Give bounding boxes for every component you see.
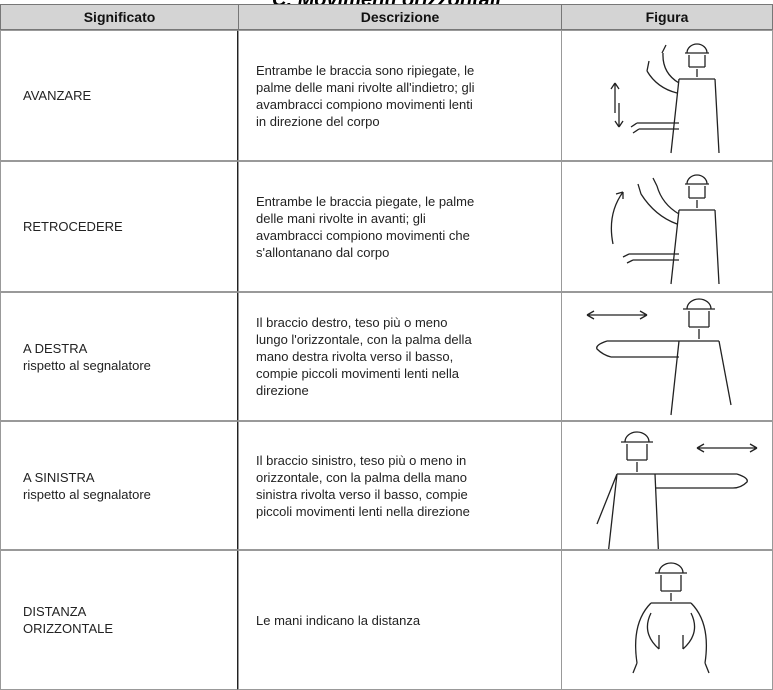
significato-line: RETROCEDERE (23, 219, 123, 234)
figure-drawing (610, 174, 720, 285)
significato-cell: A DESTRA rispetto al segnalatore (0, 292, 239, 421)
significato-text: DISTANZA ORIZZONTALE (23, 603, 113, 637)
descrizione-line: s'allontanano dal corpo (256, 244, 390, 260)
significato-cell: A SINISTRA rispetto al segnalatore (0, 421, 239, 550)
figure-drawing (632, 562, 710, 674)
figure-illustration (610, 174, 720, 285)
descrizione-cell: Il braccio sinistro, teso più o meno in o… (238, 421, 562, 550)
significato-cell: DISTANZA ORIZZONTALE (0, 550, 239, 690)
descrizione-line: avambracci compiono movimenti che (256, 227, 470, 243)
figure-drawing (596, 431, 758, 549)
descrizione-line: orizzontale, con la palma della mano (256, 469, 468, 485)
significato-line: ORIZZONTALE (23, 621, 114, 636)
figure-drawing (586, 298, 732, 416)
significato-cell: AVANZARE (0, 30, 239, 161)
significato-line: rispetto al segnalatore (23, 357, 151, 373)
significato-text: A SINISTRA rispetto al segnalatore (23, 469, 151, 503)
column-header: Significato (0, 4, 239, 30)
descrizione-line: mano destra rivolta verso il basso, (256, 349, 454, 364)
descrizione-cell: Entrambe le braccia piegate, le palme del… (238, 161, 562, 292)
descrizione-line: Le mani indicano la distanza (256, 612, 421, 628)
column-header: Descrizione (238, 4, 562, 30)
descrizione-cell: Entrambe le braccia sono ripiegate, le pa… (238, 30, 562, 161)
descrizione-line: lungo l'orizzontale, con la palma della (256, 332, 472, 347)
figure-drawing (610, 43, 720, 154)
figure-illustration (586, 298, 732, 416)
descrizione-line: Il braccio destro, teso più o meno (256, 315, 448, 330)
significato-cell: RETROCEDERE (0, 161, 239, 292)
descrizione-line: Entrambe le braccia sono ripiegate, le (256, 62, 475, 78)
significato-line: A DESTRA (23, 340, 88, 356)
descrizione-line: delle mani rivolte in avanti; gli (256, 210, 426, 226)
descrizione-text: Il braccio destro, teso più o meno lungo … (256, 314, 472, 399)
descrizione-cell: Il braccio destro, teso più o meno lungo … (238, 292, 562, 421)
descrizione-line: piccoli movimenti lenti nella direzione (256, 503, 470, 519)
descrizione-cell: Le mani indicano la distanza (238, 550, 562, 690)
significato-line: AVANZARE (23, 88, 92, 103)
significato-text: RETROCEDERE (23, 218, 123, 235)
descrizione-line: Entrambe le braccia piegate, le palme (256, 193, 475, 209)
column-header: Figura (561, 4, 773, 30)
figure-illustration (632, 562, 710, 674)
significato-line: DISTANZA (23, 604, 87, 619)
descrizione-text: Entrambe le braccia sono ripiegate, le pa… (256, 62, 475, 130)
descrizione-text: Entrambe le braccia piegate, le palme del… (256, 193, 474, 261)
descrizione-line: sinistra rivolta verso il basso, compie (256, 486, 468, 502)
figure-illustration (596, 431, 758, 549)
table: Significato Descrizione Figura AVANZARE Entr… (0, 4, 773, 690)
significato-text: A DESTRA rispetto al segnalatore (23, 340, 151, 374)
descrizione-line: Il braccio sinistro, teso più o meno in (256, 452, 467, 468)
descrizione-text: Le mani indicano la distanza (256, 612, 420, 629)
descrizione-line: direzione (256, 383, 309, 398)
significato-text: AVANZARE (23, 87, 91, 104)
descrizione-line: avambracci compiono movimenti lenti (256, 96, 473, 112)
significato-line: rispetto al segnalatore (23, 486, 151, 502)
descrizione-line: compie piccoli movimenti lenti nella (256, 366, 460, 381)
significato-line: A SINISTRA (23, 469, 95, 485)
figure-illustration (610, 43, 720, 154)
descrizione-text: Il braccio sinistro, teso più o meno in o… (256, 452, 470, 520)
descrizione-line: in direzione del corpo (256, 113, 380, 129)
descrizione-line: palme delle mani rivolte all'indietro; g… (256, 79, 475, 95)
